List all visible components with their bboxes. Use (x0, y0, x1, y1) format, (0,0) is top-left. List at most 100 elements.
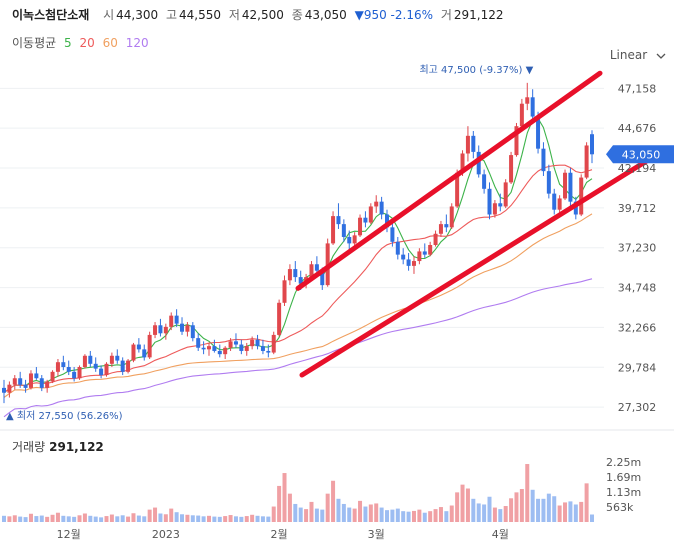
volume-bar (325, 493, 330, 522)
volume-bar (185, 514, 190, 522)
volume-bar (438, 507, 443, 522)
candle-body (428, 245, 433, 255)
price-tick-label: 29,784 (618, 361, 657, 374)
volume-bar (298, 507, 303, 522)
volume-bar (336, 498, 341, 522)
volume-bar (255, 515, 260, 522)
candle-body (55, 362, 60, 372)
ma-20-label: 20 (79, 36, 95, 50)
ma-5-label: 5 (64, 36, 72, 50)
volume-bar (136, 515, 141, 522)
volume-bar (169, 508, 174, 522)
scale-toggle-button[interactable]: Linear (610, 48, 666, 62)
candle-body (293, 269, 298, 278)
candle-body (546, 171, 551, 194)
time-tick-label: 2월 (271, 528, 288, 541)
candle-body (449, 206, 454, 228)
volume-bar (196, 515, 201, 522)
volume-bar (61, 515, 66, 522)
low-value: 42,500 (241, 8, 284, 22)
candle-body (568, 172, 573, 202)
volume-bar (341, 503, 346, 522)
volume-bar (309, 501, 314, 522)
volume-bar (212, 516, 217, 522)
candle-body (438, 224, 443, 234)
candle-body (250, 339, 255, 347)
volume-bar (93, 516, 98, 522)
candle-body (541, 148, 546, 172)
candle-body (180, 323, 185, 332)
volume-bar (34, 516, 39, 522)
volume-bar (530, 489, 535, 522)
volume-bar (492, 507, 497, 522)
volume-bar (126, 516, 131, 522)
volume-bar (444, 511, 449, 522)
candle-body (61, 362, 66, 368)
volume-bar (363, 506, 368, 522)
volume-bar (385, 510, 390, 522)
candle-body (282, 280, 287, 303)
candle-body (368, 206, 373, 223)
min-price-annotation: ▲ 최저 27,550 (56.26%) (6, 410, 123, 422)
volume-bar (206, 515, 211, 522)
close-value: 43,050 (304, 8, 347, 22)
candle-body (271, 334, 276, 353)
moving-average-legend[interactable]: 이동평균 5 20 60 120 (12, 34, 149, 51)
candle-body (482, 174, 487, 189)
price-axis: 47,158 44,676 42,194 39,712 37,230 34,748 32,2… (618, 82, 657, 414)
candle-body (514, 126, 519, 156)
volume-bars (2, 464, 594, 522)
candle-body (422, 251, 427, 255)
candle-body (266, 350, 271, 353)
candle-body (201, 347, 206, 350)
volume-bar (287, 493, 292, 522)
stock-name: 이녹스첨단소재 (12, 8, 90, 22)
price-tick-label: 32,266 (618, 321, 657, 334)
low-label: 저 (228, 8, 240, 22)
volume-bar (99, 517, 104, 522)
candle-body (99, 368, 104, 376)
high-label: 고 (165, 8, 178, 22)
volume-bar (260, 516, 265, 522)
candle-body (28, 373, 33, 388)
volume-bar (18, 516, 23, 522)
volume-bar (72, 516, 77, 522)
candle-body (72, 371, 77, 379)
volume-bar (217, 516, 222, 522)
candle-body (352, 235, 357, 244)
time-tick-label: 2023 (152, 528, 180, 541)
candle-body (153, 325, 158, 335)
candle-body (185, 325, 190, 332)
volume-bar (109, 514, 114, 522)
candle-body (487, 188, 492, 215)
price-tick-label: 44,676 (618, 122, 657, 135)
candle-body (104, 363, 109, 376)
candle-body (82, 355, 87, 368)
candle-body (476, 151, 481, 175)
candle-body (147, 334, 152, 358)
volume-bar (395, 508, 400, 522)
close-label: 종 (291, 8, 303, 22)
candle-body (314, 264, 319, 271)
candle-body (492, 203, 497, 215)
volume-bar (293, 503, 298, 522)
candle-body (460, 153, 465, 173)
volume-bar (2, 515, 6, 522)
candle-body (12, 378, 17, 385)
candle-body (519, 103, 524, 127)
candle-body (401, 254, 406, 260)
volume-bar (77, 515, 82, 522)
candle-body (126, 360, 131, 372)
candle-body (363, 217, 368, 223)
volume-bar (476, 503, 481, 522)
volume-bar (422, 512, 427, 522)
candle-body (411, 261, 416, 266)
volume-bar (546, 493, 551, 522)
candle-body (530, 97, 535, 117)
volume-bar (12, 515, 17, 522)
volume-bar (55, 512, 60, 522)
volume-bar (7, 516, 12, 522)
volume-bar (239, 516, 244, 522)
volume-bar (190, 515, 195, 522)
